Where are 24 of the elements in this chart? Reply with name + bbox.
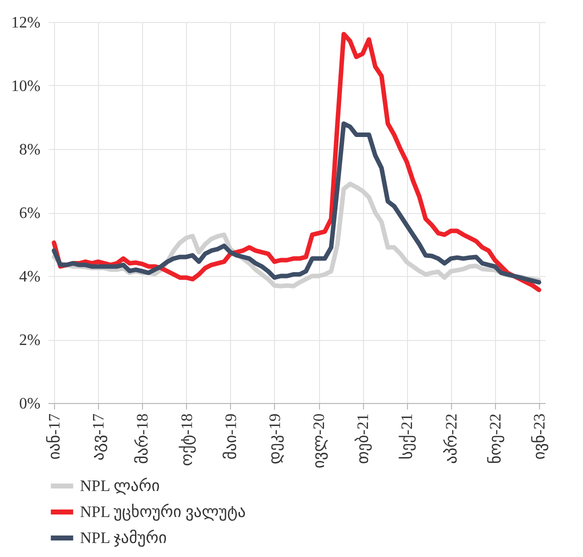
y-tick-label: 6% (19, 205, 40, 222)
y-tick-label: 10% (11, 78, 40, 95)
x-tick-label: ივნ-23 (530, 414, 548, 460)
x-tick-label: ივლ-20 (311, 414, 328, 468)
y-tick-label: 12% (11, 14, 40, 32)
y-tick-label: 2% (19, 332, 40, 349)
y-tick-label: 0% (19, 396, 40, 412)
y-tick-label: 4% (19, 268, 40, 286)
x-tick-label: ნოე-22 (486, 414, 504, 464)
x-tick-label: მაი-19 (222, 414, 240, 460)
line-series (52, 121, 542, 285)
x-tick-label: თებ-21 (354, 414, 372, 464)
x-tick-label: იან-17 (46, 414, 64, 460)
x-tick-label: სექ-21 (398, 414, 416, 460)
x-tick-label: აპრ-22 (442, 414, 460, 464)
y-tick-label: 8% (19, 142, 40, 158)
legend-label: NPL უცხოური ვალუტა (80, 503, 246, 521)
line-series (52, 32, 542, 292)
legend-label: NPL ლარი (80, 477, 160, 495)
x-tick-label: ოქტ-18 (178, 414, 196, 466)
x-tick-label: დეკ-19 (266, 414, 284, 464)
x-tick-label: მარ-18 (134, 414, 152, 464)
x-tick-label: აგვ-17 (90, 414, 108, 460)
legend-label: NPL ჯამური (80, 529, 167, 547)
